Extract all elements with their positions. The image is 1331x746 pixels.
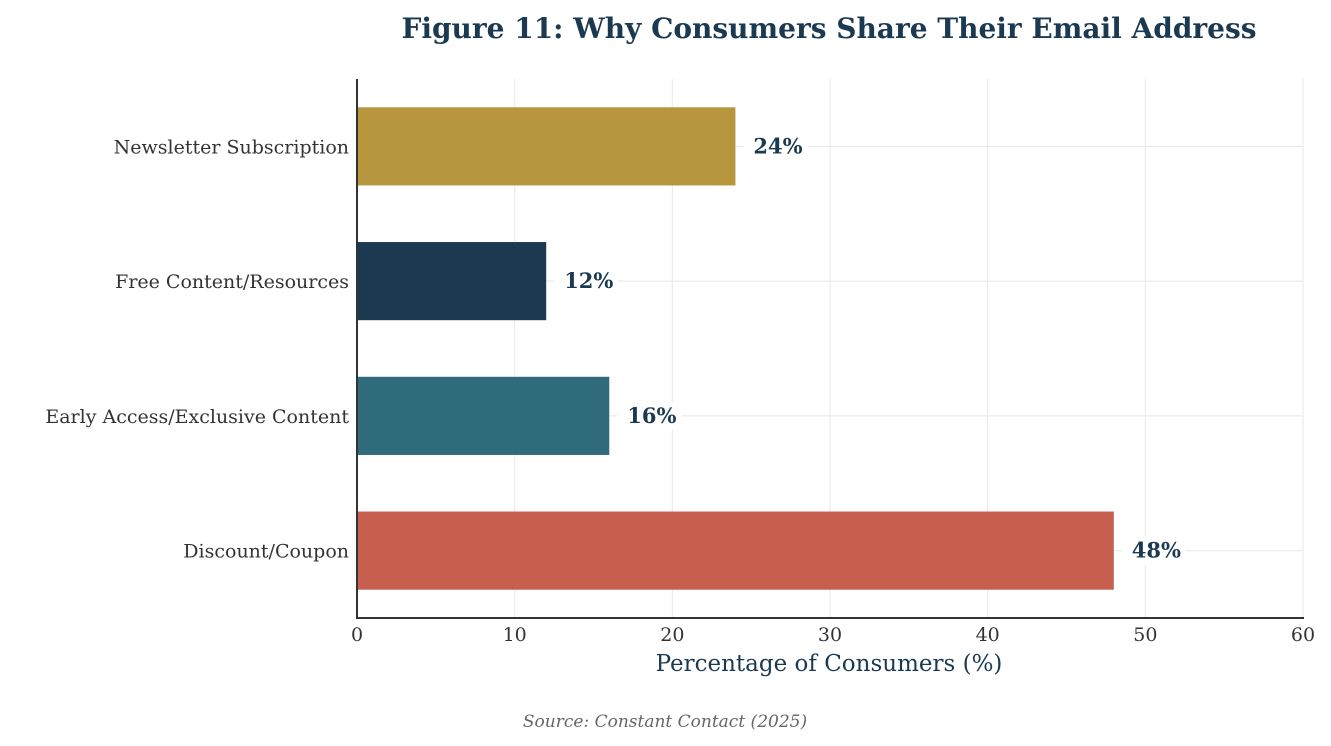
x-tick-label: 30 xyxy=(818,624,842,646)
x-tick-label: 60 xyxy=(1291,624,1315,646)
bars: 24% 12% 16% 48% xyxy=(357,107,1186,590)
data-label-background xyxy=(1121,536,1186,565)
x-tick-label: 20 xyxy=(660,624,684,646)
x-tick-label: 10 xyxy=(503,624,527,646)
bar xyxy=(357,376,610,455)
chart-title: Figure 11: Why Consumers Share Their Ema… xyxy=(401,12,1256,45)
x-tick-label: 50 xyxy=(1133,624,1157,646)
y-tick-label: Free Content/Resources xyxy=(115,271,349,293)
x-axis-label: Percentage of Consumers (%) xyxy=(656,651,1003,677)
source-note: Source: Constant Contact (2025) xyxy=(523,712,807,732)
data-label-background xyxy=(743,132,808,161)
data-label: 24% xyxy=(753,133,802,158)
x-tick-label: 40 xyxy=(976,624,1000,646)
data-label: 48% xyxy=(1132,538,1181,563)
data-label-background xyxy=(617,401,682,430)
y-tick-label: Early Access/Exclusive Content xyxy=(45,406,349,428)
data-label-background xyxy=(554,267,619,296)
y-tick-labels: Newsletter Subscription Free Content/Reso… xyxy=(45,136,349,562)
bar xyxy=(357,107,736,186)
bar xyxy=(357,511,1114,590)
y-tick-label: Newsletter Subscription xyxy=(114,136,349,158)
data-label: 16% xyxy=(627,403,676,428)
x-tick-label: 0 xyxy=(351,624,363,646)
x-tick-labels: 0 10 20 30 40 50 60 xyxy=(351,624,1315,646)
data-label: 12% xyxy=(564,268,613,293)
bar xyxy=(357,242,547,321)
y-tick-label: Discount/Coupon xyxy=(183,541,349,563)
